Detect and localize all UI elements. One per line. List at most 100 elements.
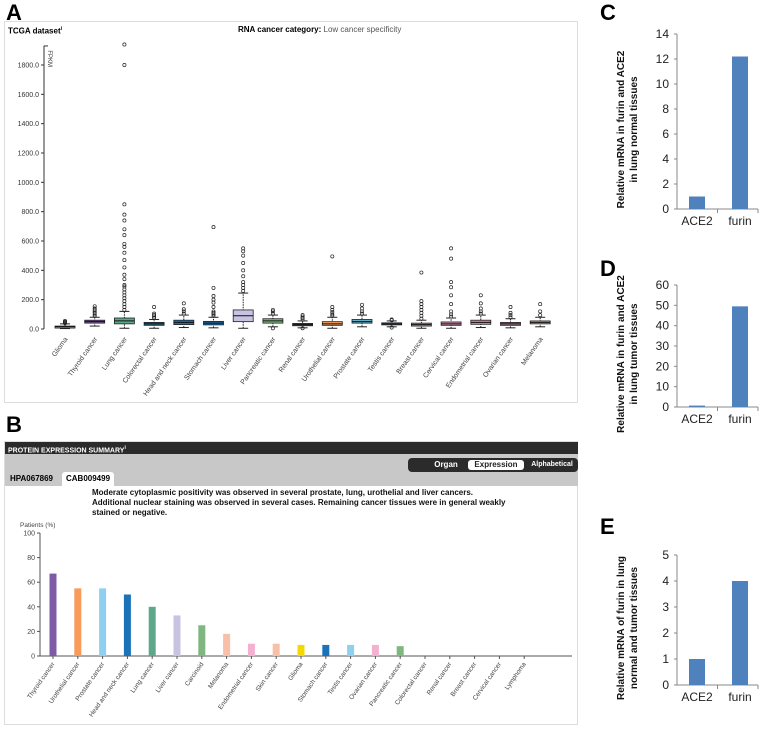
outlier [300, 314, 305, 319]
dataset-label: TCGA dataseti [8, 26, 62, 36]
y-tick-label: 12 [656, 52, 670, 66]
bar-c-ace2 [689, 196, 705, 209]
y-tick-label: 40 [656, 319, 670, 333]
outlier [478, 293, 483, 298]
outlier [92, 307, 97, 312]
y-tick-label: 0 [662, 400, 669, 414]
outlier [211, 305, 216, 309]
y-tick-label: 0 [662, 202, 669, 216]
bar-liver-cancer [173, 615, 181, 656]
outlier [122, 284, 127, 289]
bar-lung-cancer [148, 606, 156, 656]
bar-glioma [297, 644, 305, 656]
outlier [211, 297, 216, 302]
bar-urothelial-cancer [74, 588, 82, 656]
outlier [122, 42, 127, 47]
outlier [241, 253, 246, 258]
outlier [538, 302, 543, 307]
outlier [211, 294, 216, 298]
outlier [508, 310, 513, 315]
outlier [241, 261, 246, 265]
bar-testis-cancer [347, 644, 355, 656]
x-tick-label: ACE2 [681, 412, 713, 426]
outlier [122, 277, 127, 282]
tab-cab009499[interactable]: CAB009499 [62, 472, 115, 486]
bar-d-ace2 [689, 405, 705, 407]
outlier [152, 311, 157, 316]
outlier [538, 309, 543, 314]
y-tick-label: 10 [656, 77, 670, 91]
y-axis-label: Patients (%) [20, 522, 55, 529]
y-tick-label: 2 [662, 626, 669, 640]
y-tick-label: 20 [656, 359, 670, 373]
panel-label-c: C [600, 0, 616, 25]
outlier [152, 313, 157, 318]
bar-head-and-neck-cancer [123, 594, 131, 656]
y-tick-label: 1 [662, 652, 669, 666]
y-tick-label: 4 [662, 574, 669, 588]
outlier [122, 283, 127, 287]
outlier [211, 310, 216, 315]
y-tick-label: 100 [23, 531, 35, 538]
outlier [508, 315, 513, 320]
outlier [122, 202, 127, 207]
outlier [122, 218, 127, 223]
protein-expression-header: PROTEIN EXPRESSION SUMMARYi [5, 442, 578, 454]
y-tick-label: 8 [662, 102, 669, 116]
bar-e-furin [732, 581, 748, 685]
outlier [389, 317, 394, 322]
outlier [241, 280, 246, 285]
sort-organ-button[interactable]: Organ [434, 460, 458, 469]
outlier [63, 318, 67, 323]
tab-hpa067869[interactable]: HPA067869 [10, 474, 53, 483]
outlier [449, 293, 454, 298]
y-tick-label: 20 [27, 629, 35, 636]
outlier [389, 325, 394, 330]
y-tick-label: 5 [662, 548, 669, 562]
outlier [211, 309, 216, 314]
outlier [181, 301, 186, 306]
bar-melanoma [223, 633, 231, 656]
outlier [181, 309, 186, 314]
sort-expression-button[interactable]: Expression [468, 460, 524, 470]
outlier [241, 274, 246, 279]
bar-pancreatic-cancer [396, 646, 404, 656]
outlier [211, 225, 216, 230]
panel-label-d: D [600, 256, 616, 281]
y-tick-label: 40 [27, 604, 35, 611]
chart-a-title: RNA cancer category: Low cancer specific… [238, 25, 402, 34]
outlier [449, 280, 454, 285]
outlier [122, 258, 127, 263]
y-tick-label: 1600.0 [18, 92, 40, 99]
outlier [360, 306, 364, 311]
outlier [152, 305, 157, 309]
y-tick-label: 6 [662, 127, 669, 141]
x-tick-label: ACE2 [681, 214, 713, 228]
y-tick-label: 4 [662, 152, 669, 166]
y-tick-label: 1400.0 [18, 121, 40, 128]
outlier [211, 285, 216, 290]
outlier [300, 313, 305, 318]
y-tick-label: 50 [656, 298, 670, 312]
outlier [330, 313, 335, 318]
y-tick-label: 30 [656, 339, 670, 353]
outlier [478, 306, 483, 311]
sort-alphabetical-button[interactable]: Alphabetical [531, 461, 573, 468]
outlier [122, 227, 127, 232]
outlier [330, 305, 335, 309]
outlier [122, 233, 127, 238]
x-tick-label: furin [728, 214, 751, 228]
outlier [270, 311, 275, 316]
outlier [270, 326, 275, 331]
outlier [419, 299, 424, 304]
y-tick-label: 400.0 [21, 268, 39, 275]
outlier [92, 306, 97, 311]
y-tick-label: 0 [662, 678, 669, 692]
outlier [449, 256, 454, 261]
outlier [270, 307, 275, 312]
expression-description: Moderate cytoplasmic positivity was obse… [92, 488, 506, 517]
outlier [449, 314, 454, 319]
